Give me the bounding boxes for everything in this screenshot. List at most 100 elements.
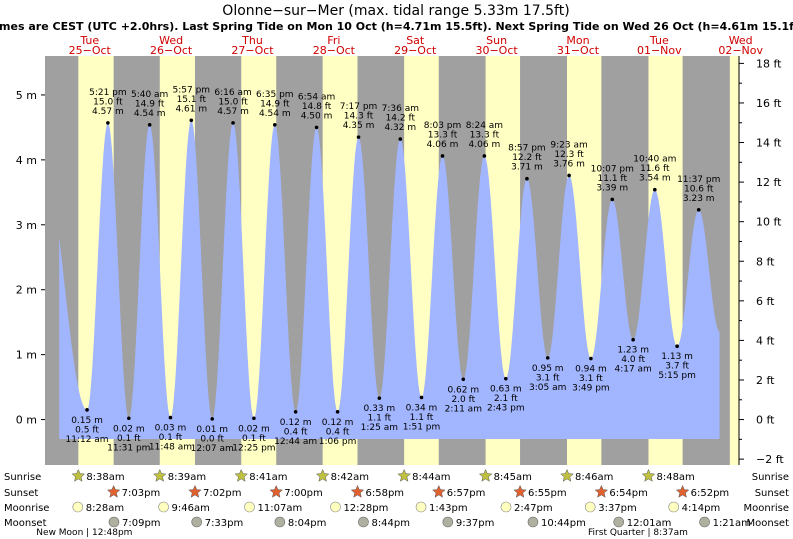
sunrise-icon (71, 468, 86, 482)
row-label-right: Sunset (755, 488, 789, 499)
moonrise-icon (72, 501, 84, 513)
sunrise-time: 8:46am (575, 472, 613, 483)
sunset-time: 7:03pm (122, 488, 161, 499)
day-date: 25−Oct (69, 44, 112, 57)
sunset-icon (513, 484, 527, 498)
row-label-left: Sunset (4, 488, 38, 499)
moonset-icon (191, 516, 203, 528)
tide-label-low: 12:07 am (191, 444, 234, 454)
tide-point-low (377, 396, 382, 400)
tide-label-low: 0.15 m (71, 416, 103, 426)
moonrise-icon (158, 501, 169, 513)
y-left-tick-label: 5 m (16, 89, 37, 102)
sunrise-time: 8:41am (249, 472, 287, 483)
axes: 0 m 1 m 2 m 3 m 4 m 5 m −2 ft 0 ft 2 ft 4 ft 6 ft 8… (16, 56, 784, 466)
day-date: 26−Oct (150, 44, 193, 57)
row-label-left: Moonset (4, 518, 47, 529)
tide-label-high: 8:57 pm (508, 144, 546, 154)
tide-label-low: 1.1 ft (410, 413, 434, 423)
row-label-left: Sunrise (4, 472, 41, 483)
tide-label-low: 1:25 am (361, 423, 398, 433)
astro-rows: Sunrise Sunrise Sunset Sunset Moonrise Moonri… (4, 468, 789, 538)
tide-label-low: 0.01 m (196, 425, 228, 435)
tide-point-high (398, 137, 403, 141)
day-weekday: Tue (649, 34, 669, 47)
moonset-icon (613, 516, 625, 528)
plot-area (45, 56, 739, 465)
tide-label-high: 6:16 am (214, 88, 251, 98)
y-right-tick-label: −2 ft (756, 453, 784, 466)
sunset-time: 6:54pm (609, 488, 648, 499)
tide-point-high (106, 121, 110, 125)
tide-label-low: 4:17 am (614, 365, 651, 375)
tide-label-high: 4.50 m (301, 111, 333, 121)
tide-label-high: 4.61 m (175, 104, 207, 114)
tide-label-high: 8:03 pm (424, 121, 462, 131)
sunrise-icon (315, 468, 330, 482)
tide-label-low: 11:48 am (149, 443, 192, 453)
tide-label-low: 3.1 ft (579, 374, 603, 384)
tide-label-low: 11:31 pm (107, 443, 150, 453)
tide-label-low: 1.23 m (617, 346, 649, 356)
tide-label-high: 13.3 ft (428, 130, 458, 140)
sunrise-time: 8:39am (168, 472, 206, 483)
tide-label-high: 3.76 m (553, 159, 585, 169)
sunrise-time: 8:42am (331, 472, 369, 483)
chart-title: Olonne−sur−Mer (max. tidal range 5.33m 1… (222, 3, 569, 19)
moonrise-time: 8:28am (86, 503, 124, 514)
sunrise-icon (641, 468, 656, 482)
tide-label-high: 9:23 am (550, 140, 587, 150)
day-date: 30−Oct (475, 44, 518, 57)
row-label-left: Moonrise (4, 503, 49, 514)
tide-label-high: 4.54 m (259, 109, 291, 119)
tide-label-low: 1:06 pm (319, 437, 357, 447)
moon-phase-label: First Quarter | 8:37am (588, 528, 688, 538)
tide-label-high: 5:57 pm (173, 85, 211, 95)
moonrise-time: 4:14pm (682, 503, 721, 514)
tide-label-low: 0.4 ft (326, 427, 350, 437)
moonrise-icon (330, 501, 341, 513)
tide-label-low: 3:49 pm (572, 384, 610, 394)
tide-label-low: 2:43 pm (487, 404, 525, 414)
tide-point-low (545, 356, 550, 360)
tide-label-low: 12:25 pm (232, 443, 275, 453)
tide-point-high (356, 135, 361, 139)
tide-label-high: 5:21 pm (89, 88, 127, 98)
tide-label-high: 15.0 ft (218, 97, 248, 107)
day-weekday: Thu (241, 34, 263, 47)
sunrise-icon (560, 468, 574, 482)
day-date: 28−Oct (313, 44, 356, 57)
moonrise-icon (415, 501, 427, 513)
y-left-tick-label: 1 m (16, 349, 37, 362)
sunset-icon (431, 484, 446, 498)
tide-label-low: 0.02 m (238, 424, 270, 434)
sunset-time: 6:55pm (528, 488, 567, 499)
tide-point-high (314, 125, 319, 130)
tide-point-low (252, 416, 256, 421)
tide-label-high: 11.1 ft (598, 174, 628, 184)
sunrise-time: 8:45am (494, 472, 532, 483)
tide-label-high: 10:40 am (633, 155, 676, 165)
tide-label-low: 0.1 ft (159, 433, 183, 443)
y-right-tick-label: 2 ft (756, 374, 775, 387)
tide-label-high: 10:07 pm (591, 164, 634, 174)
tide-label-low: 4.0 ft (621, 355, 645, 365)
y-right-tick-label: 4 ft (756, 334, 775, 347)
tide-label-high: 4.35 m (343, 121, 375, 131)
day-weekday: Sat (406, 34, 425, 47)
sunrise-icon (478, 468, 493, 482)
tide-label-low: 3.7 ft (665, 362, 689, 372)
tide-point-low (675, 344, 679, 348)
moonrise-time: 9:46am (172, 503, 210, 514)
sunset-time: 6:52pm (691, 488, 730, 499)
y-right-tick-label: 10 ft (756, 216, 782, 229)
tide-label-high: 4.06 m (469, 140, 501, 150)
moonset-icon (699, 516, 710, 528)
tide-label-high: 6:54 am (298, 92, 335, 102)
day-weekday: Wed (729, 34, 753, 47)
sunrise-time: 8:48am (656, 472, 694, 483)
sunset-icon (106, 484, 121, 498)
tide-label-high: 10.6 ft (684, 184, 714, 194)
moonset-time: 7:33pm (205, 518, 244, 529)
tide-label-low: 2:11 am (445, 404, 482, 414)
